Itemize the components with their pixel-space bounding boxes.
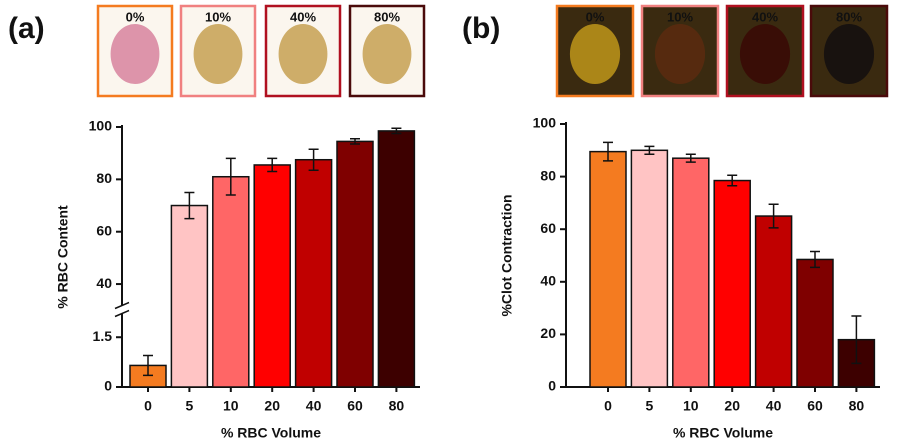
- bar: [296, 160, 332, 387]
- y-tick-label: 20: [540, 325, 556, 341]
- thumbnail-label: 40%: [290, 9, 316, 24]
- axis-break-gap: [114, 306, 130, 314]
- thumbnail-sample: [824, 24, 874, 84]
- bar: [337, 141, 373, 387]
- y-axis-label: %Clot Contraction: [499, 194, 515, 316]
- y-tick-label: 80: [540, 167, 556, 183]
- bar: [171, 206, 207, 387]
- thumbnail-label: 40%: [752, 9, 778, 24]
- y-tick-label: 1.5: [93, 328, 113, 344]
- bar: [254, 165, 290, 387]
- x-tick-label: 60: [347, 398, 363, 414]
- x-tick-label: 10: [223, 398, 239, 414]
- thumbnail-label: 80%: [836, 9, 862, 24]
- x-tick-label: 10: [683, 398, 699, 414]
- bar: [756, 216, 792, 387]
- y-tick-label: 0: [548, 378, 556, 394]
- bar: [714, 181, 750, 387]
- bar: [797, 259, 833, 387]
- x-axis-label: % RBC Volume: [221, 425, 321, 441]
- thumbnail-sample: [279, 24, 328, 84]
- thumbnail-sample: [111, 24, 160, 84]
- bar: [590, 152, 626, 387]
- x-tick-label: 5: [186, 398, 194, 414]
- thumbnail-sample: [363, 24, 412, 84]
- panel-label: (b): [462, 12, 500, 45]
- x-tick-label: 20: [264, 398, 280, 414]
- x-axis-label: % RBC Volume: [673, 425, 773, 441]
- thumbnail-sample: [655, 24, 705, 84]
- y-tick-label: 40: [96, 275, 112, 291]
- x-tick-label: 20: [724, 398, 740, 414]
- y-tick-label: 100: [89, 118, 113, 134]
- y-tick-label: 80: [96, 170, 112, 186]
- thumbnail-label: 0%: [126, 9, 145, 24]
- thumbnail-sample: [194, 24, 243, 84]
- bar: [673, 158, 709, 387]
- thumbnail-label: 10%: [205, 9, 231, 24]
- x-tick-label: 40: [306, 398, 322, 414]
- y-tick-label: 40: [540, 273, 556, 289]
- figure: (a)0%10%40%80%01.5406080100% RBC Content…: [0, 0, 912, 444]
- bar: [378, 131, 414, 387]
- thumbnail-label: 80%: [374, 9, 400, 24]
- x-tick-label: 80: [849, 398, 865, 414]
- x-tick-label: 40: [766, 398, 782, 414]
- x-tick-label: 0: [144, 398, 152, 414]
- y-tick-label: 100: [533, 115, 557, 131]
- y-tick-label: 0: [104, 378, 112, 394]
- panel-label: (a): [8, 12, 45, 45]
- x-tick-label: 5: [646, 398, 654, 414]
- y-tick-label: 60: [540, 220, 556, 236]
- bar: [213, 177, 249, 387]
- thumbnail-sample: [570, 24, 620, 84]
- y-axis-label: % RBC Content: [55, 205, 71, 309]
- x-tick-label: 0: [604, 398, 612, 414]
- thumbnail-label: 10%: [667, 9, 693, 24]
- x-tick-label: 60: [807, 398, 823, 414]
- y-tick-label: 60: [96, 222, 112, 238]
- bar: [631, 150, 667, 387]
- x-tick-label: 80: [389, 398, 405, 414]
- thumbnail-label: 0%: [586, 9, 605, 24]
- thumbnail-sample: [740, 24, 790, 84]
